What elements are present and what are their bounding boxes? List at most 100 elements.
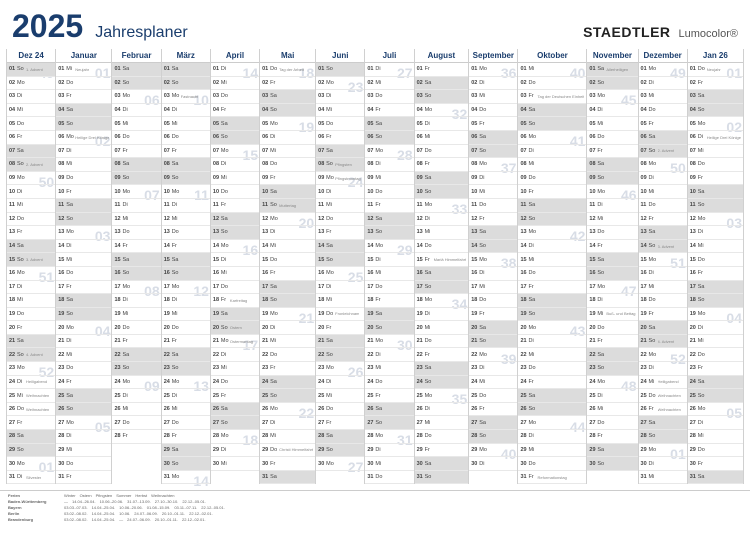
day-cell: 28So — [639, 430, 687, 444]
day-cell: 21Sa — [316, 335, 364, 349]
day-cell: 03Mi — [639, 90, 687, 104]
day-cell: 24Do — [365, 376, 413, 390]
day-cell: 08Mo — [639, 158, 687, 172]
day-cell: 21Mi — [260, 335, 315, 349]
day-cell: 26Mi — [587, 403, 637, 417]
day-cell: 19Mo — [260, 308, 315, 322]
day-cell: 23So — [162, 362, 210, 376]
day-cell: 06Do — [112, 131, 160, 145]
day-cell: 01SaAllerheiligen — [587, 63, 637, 77]
day-cell: 21So4. Advent — [639, 335, 687, 349]
day-cell: 16Mi — [365, 267, 413, 281]
day-cell: 22Fr — [415, 348, 469, 362]
day-cell: 11Di — [162, 199, 210, 213]
header: 2025 Jahresplaner STAEDTLER Lumocolor® — [0, 0, 750, 49]
day-cell: 29Mo — [639, 444, 687, 458]
day-cell: 21Mo — [365, 335, 413, 349]
day-cell: 06Sa — [469, 131, 517, 145]
day-cell: 26Mo — [688, 403, 743, 417]
day-cell: 06So — [365, 131, 413, 145]
day-cell: 10So — [415, 185, 469, 199]
day-cell: 05Mi — [587, 117, 637, 131]
day-cell: 26Mo — [260, 403, 315, 417]
day-cell: 28Mi — [260, 430, 315, 444]
day-cell: 11Sa — [518, 199, 586, 213]
day-cell: 08Sa — [162, 158, 210, 172]
day-cell: 09Mo — [7, 172, 55, 186]
day-cell: 15Do — [260, 253, 315, 267]
day-cell: 05Di — [415, 117, 469, 131]
day-cell: 13Fr — [7, 226, 55, 240]
day-cell: 24Di — [316, 376, 364, 390]
day-cell: 16Di — [639, 267, 687, 281]
day-cell: 01Fr — [415, 63, 469, 77]
day-cell: 03FrTag der Deutschen Einheit — [518, 90, 586, 104]
day-cell: 20Mi — [415, 321, 469, 335]
day-cell: 06Mi — [415, 131, 469, 145]
day-cell: 10Fr — [518, 185, 586, 199]
day-cell: 09So — [162, 172, 210, 186]
day-cell: 19DoFronleichnam — [316, 308, 364, 322]
footer-row: Berlin03.02.-08.02.14.04.-25.04.10.06.24… — [8, 511, 742, 516]
day-cell: 18Sa — [518, 294, 586, 308]
day-cell: 04Sa — [518, 104, 586, 118]
footer-row: Brandenburg03.02.-08.02.14.04.-25.04.—24… — [8, 517, 742, 522]
day-cell: 30Di — [639, 457, 687, 471]
day-cell: 25Di — [587, 389, 637, 403]
day-cell: 11Di — [112, 199, 160, 213]
day-cell: 05Sa — [365, 117, 413, 131]
day-cell: 10Di — [7, 185, 55, 199]
day-cell: 19Di — [415, 308, 469, 322]
day-cell: 05Fr — [469, 117, 517, 131]
day-cell: 29Di — [211, 444, 259, 458]
day-cell: 07Mo — [211, 145, 259, 159]
day-cell: 25Di — [162, 389, 210, 403]
day-cell: 27Do — [112, 416, 160, 430]
day-cell: 08Mo — [469, 158, 517, 172]
day-cell: 10Mi — [639, 185, 687, 199]
footer-row: Baden-Württemberg— 14.04.-26.04.10.06.-2… — [8, 499, 742, 504]
day-cell: 03Do — [211, 90, 259, 104]
day-cell: 23So — [587, 362, 637, 376]
title-group: 2025 Jahresplaner — [12, 8, 188, 45]
day-cell: 19So — [56, 308, 111, 322]
day-cell: 04Di — [587, 104, 637, 118]
day-cell: 03Sa — [260, 90, 315, 104]
day-cell: 31Sa — [688, 471, 743, 485]
day-cell: 22Sa — [112, 348, 160, 362]
day-cell: 13So — [365, 226, 413, 240]
day-cell: 30Mo — [7, 457, 55, 471]
day-cell: 27So — [211, 416, 259, 430]
day-cell: 25DoWeihnachten — [639, 389, 687, 403]
day-cell: 21Fr — [112, 335, 160, 349]
day-cell: 02Di — [639, 77, 687, 91]
day-cell: 26Mi — [162, 403, 210, 417]
day-cell: 20Di — [260, 321, 315, 335]
day-cell: 28Sa — [316, 430, 364, 444]
day-cell: 14Fr — [112, 240, 160, 254]
day-cell: 10Sa — [688, 185, 743, 199]
day-cell: 19So — [518, 308, 586, 322]
day-cell: 25Mo — [415, 389, 469, 403]
day-cell: 18Do — [639, 294, 687, 308]
day-cell: 06Di — [260, 131, 315, 145]
day-cell: 30Fr — [260, 457, 315, 471]
day-cell: 24Fr — [56, 376, 111, 390]
day-cell: 13Fr — [316, 226, 364, 240]
day-cell: 04Mo — [415, 104, 469, 118]
day-cell: 09Do — [56, 172, 111, 186]
day-cell: 22Do — [688, 348, 743, 362]
day-cell: 04So — [688, 104, 743, 118]
day-cell: 28Fr — [587, 430, 637, 444]
day-cell: 17Di — [316, 281, 364, 295]
day-cell: 13Do — [112, 226, 160, 240]
day-cell: 12Sa — [365, 213, 413, 227]
day-cell: 26Do — [316, 403, 364, 417]
day-cell: 24So — [415, 376, 469, 390]
day-cell: 04So — [260, 104, 315, 118]
day-cell: 08Di — [211, 158, 259, 172]
day-cell: 15Do — [688, 253, 743, 267]
day-cell: 27Di — [688, 416, 743, 430]
day-cell: 01Mo — [639, 63, 687, 77]
day-cell: 26So — [518, 403, 586, 417]
